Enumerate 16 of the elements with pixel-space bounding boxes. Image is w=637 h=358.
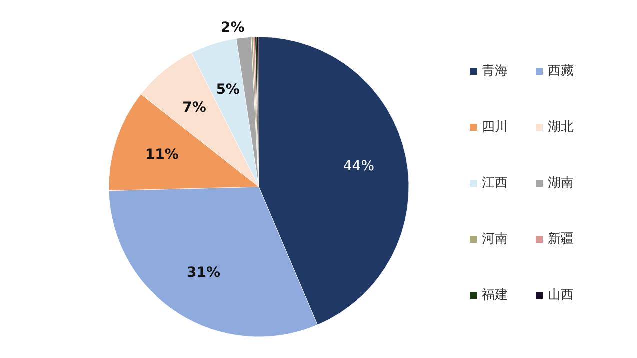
legend-label: 福建: [482, 287, 508, 304]
data-label: 2%: [221, 20, 245, 36]
data-label: 44%: [343, 158, 375, 175]
data-label: 31%: [187, 264, 221, 281]
legend-label: 河南: [482, 231, 508, 248]
legend-label: 湖南: [548, 175, 574, 192]
legend-label: 江西: [482, 175, 508, 192]
legend-label: 新疆: [548, 231, 574, 248]
legend-label: 青海: [482, 63, 508, 80]
legend-label: 四川: [482, 119, 508, 136]
legend-label: 西藏: [548, 63, 574, 80]
data-label: 11%: [145, 146, 179, 163]
legend-label: 湖北: [548, 119, 574, 136]
legend-label: 山西: [548, 287, 574, 304]
data-label: 7%: [182, 100, 206, 116]
data-label: 5%: [216, 82, 240, 98]
